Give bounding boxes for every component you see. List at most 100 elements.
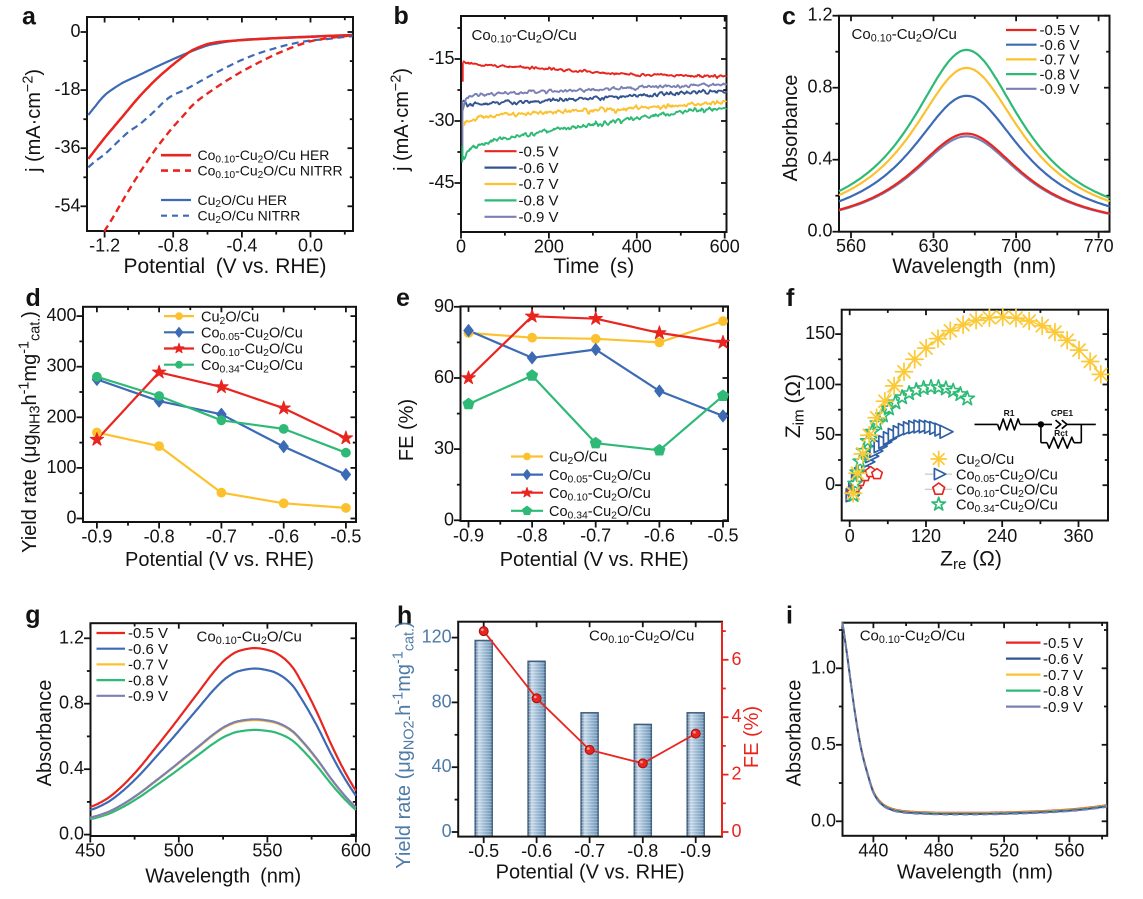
svg-text:Cu2O/Cu NITRR: Cu2O/Cu NITRR (198, 208, 301, 226)
svg-text:-0.8 V: -0.8 V (519, 193, 559, 210)
svg-text:R1: R1 (1004, 408, 1015, 418)
svg-text:0: 0 (70, 21, 80, 41)
svg-text:Wavelength (nm): Wavelength (nm) (897, 862, 1053, 884)
svg-text:Wavelength (nm): Wavelength (nm) (892, 255, 1056, 278)
svg-text:0.0: 0.0 (298, 236, 323, 256)
svg-text:2: 2 (732, 764, 742, 784)
svg-text:480: 480 (924, 840, 954, 860)
svg-text:770: 770 (1084, 236, 1114, 256)
svg-text:-0.8 V: -0.8 V (1043, 683, 1083, 700)
svg-text:-0.6: -0.6 (268, 527, 299, 547)
svg-text:0: 0 (825, 474, 835, 494)
svg-text:500: 500 (164, 841, 194, 861)
svg-text:-0.7 V: -0.7 V (1043, 667, 1083, 684)
svg-text:600: 600 (341, 841, 371, 861)
svg-text:Yield rate (μgNH3h-1mg-1cat.): Yield rate (μgNH3h-1mg-1cat.) (16, 311, 43, 553)
svg-text:Co0.10-Cu2O/Cu: Co0.10-Cu2O/Cu (956, 482, 1058, 499)
svg-text:600: 600 (710, 237, 740, 257)
svg-text:0: 0 (444, 509, 454, 529)
svg-text:90: 90 (434, 296, 454, 316)
svg-text:Co0.10-Cu2O/Cu: Co0.10-Cu2O/Cu (549, 486, 651, 503)
svg-text:400: 400 (46, 305, 76, 325)
svg-text:-0.5 V: -0.5 V (1040, 22, 1080, 39)
svg-text:j (mA·cm−2): j (mA·cm−2) (388, 68, 413, 172)
svg-text:Co0.10-Cu2O/Cu: Co0.10-Cu2O/Cu (860, 628, 965, 647)
svg-text:150: 150 (805, 323, 835, 343)
svg-text:0: 0 (732, 821, 742, 841)
svg-text:Cu2O/Cu: Cu2O/Cu (549, 450, 607, 467)
svg-text:Wavelength (nm): Wavelength (nm) (145, 866, 301, 888)
svg-text:550: 550 (252, 841, 282, 861)
svg-text:FE (%): FE (%) (741, 706, 763, 768)
svg-text:Rct: Rct (1054, 428, 1068, 438)
svg-text:Co0.10-Cu2O/Cu: Co0.10-Cu2O/Cu (201, 342, 303, 359)
svg-text:Co0.34-Cu2O/Cu: Co0.34-Cu2O/Cu (549, 504, 651, 521)
svg-text:FE (%): FE (%) (396, 399, 418, 461)
svg-text:-0.6: -0.6 (521, 841, 552, 861)
svg-text:-0.5: -0.5 (707, 526, 738, 546)
svg-text:Cu2O/Cu: Cu2O/Cu (956, 452, 1014, 469)
svg-text:h: h (397, 601, 412, 629)
svg-text:Co0.10-Cu2O/Cu HER: Co0.10-Cu2O/Cu HER (198, 147, 330, 165)
svg-text:0.4: 0.4 (807, 149, 832, 169)
svg-text:Co0.10-Cu2O/Cu: Co0.10-Cu2O/Cu (197, 629, 302, 648)
svg-text:-0.9 V: -0.9 V (1040, 81, 1080, 98)
svg-text:4: 4 (732, 706, 742, 726)
svg-text:b: b (394, 2, 409, 30)
svg-text:400: 400 (622, 237, 652, 257)
svg-text:Potential (V vs. RHE): Potential (V vs. RHE) (123, 255, 326, 278)
svg-text:f: f (786, 284, 795, 312)
svg-text:-0.6 V: -0.6 V (519, 160, 559, 177)
svg-text:560: 560 (1054, 840, 1084, 860)
svg-text:0: 0 (456, 237, 466, 257)
svg-text:Absorbance: Absorbance (780, 75, 802, 182)
svg-text:Potential (V vs. RHE): Potential (V vs. RHE) (500, 549, 689, 571)
svg-text:120: 120 (422, 627, 452, 647)
svg-text:6: 6 (732, 649, 742, 669)
svg-text:80: 80 (432, 691, 452, 711)
svg-text:Co0.34-Cu2O/Cu: Co0.34-Cu2O/Cu (956, 498, 1058, 515)
svg-text:1.2: 1.2 (807, 5, 832, 25)
svg-text:0.4: 0.4 (59, 758, 84, 778)
svg-text:0.0: 0.0 (811, 810, 836, 830)
svg-text:1.2: 1.2 (59, 627, 84, 647)
svg-text:d: d (26, 284, 41, 312)
svg-text:-0.6: -0.6 (644, 526, 675, 546)
svg-text:Time (s): Time (s) (553, 255, 634, 278)
svg-text:-0.5: -0.5 (468, 841, 499, 861)
svg-text:-0.8: -0.8 (517, 526, 548, 546)
svg-text:0: 0 (442, 821, 452, 841)
svg-text:0.0: 0.0 (59, 824, 84, 844)
svg-text:-0.8: -0.8 (158, 236, 189, 256)
svg-text:Potential (V vs. RHE): Potential (V vs. RHE) (496, 862, 685, 884)
svg-text:200: 200 (534, 237, 564, 257)
svg-text:200: 200 (46, 406, 76, 426)
svg-text:520: 520 (989, 840, 1019, 860)
svg-text:Zre (Ω): Zre (Ω) (940, 548, 1002, 574)
svg-text:360: 360 (1063, 526, 1093, 546)
svg-text:-0.9 V: -0.9 V (519, 209, 559, 226)
svg-text:-0.6 V: -0.6 V (1043, 651, 1083, 668)
svg-text:Co0.10-Cu2O/Cu: Co0.10-Cu2O/Cu (852, 26, 957, 45)
svg-text:100: 100 (46, 457, 76, 477)
svg-text:-0.7 V: -0.7 V (1040, 52, 1080, 69)
svg-text:-15: -15 (428, 48, 454, 68)
svg-text:-0.9: -0.9 (453, 526, 484, 546)
svg-text:-0.7: -0.7 (580, 526, 611, 546)
svg-text:0: 0 (845, 526, 855, 546)
svg-text:Cu2O/Cu HER: Cu2O/Cu HER (198, 192, 288, 210)
svg-text:-0.4: -0.4 (226, 236, 257, 256)
svg-text:g: g (25, 601, 40, 629)
svg-text:Co0.05-Cu2O/Cu: Co0.05-Cu2O/Cu (201, 326, 303, 343)
svg-text:0.8: 0.8 (807, 77, 832, 97)
svg-text:-0.6 V: -0.6 V (128, 641, 168, 658)
svg-text:-0.7: -0.7 (574, 841, 605, 861)
svg-text:-0.9 V: -0.9 V (1043, 699, 1083, 716)
svg-text:-30: -30 (428, 110, 454, 130)
svg-text:100: 100 (805, 374, 835, 394)
svg-text:-0.9: -0.9 (680, 841, 711, 861)
svg-text:-0.5 V: -0.5 V (128, 625, 168, 642)
svg-text:0.0: 0.0 (807, 221, 832, 241)
svg-text:700: 700 (1001, 236, 1031, 256)
svg-text:-0.7 V: -0.7 V (128, 657, 168, 674)
